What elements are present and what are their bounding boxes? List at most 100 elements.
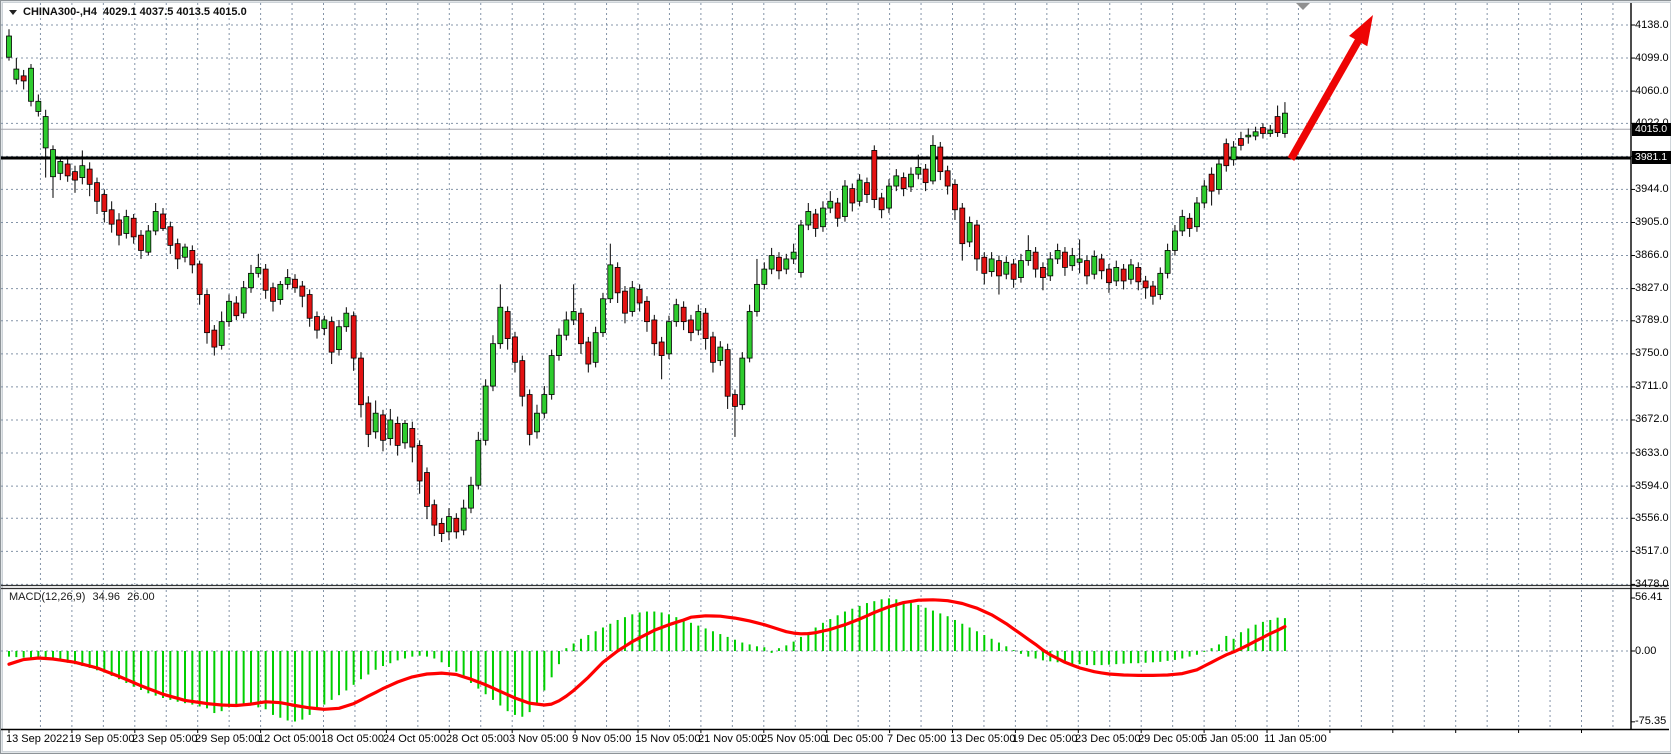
candle-body	[519, 360, 526, 397]
candle-body	[262, 268, 269, 291]
candle-body	[1223, 143, 1230, 167]
candle-body	[468, 484, 474, 509]
trend-arrow-head[interactable]	[1349, 15, 1373, 47]
candle-body	[900, 177, 907, 189]
candle-body	[284, 277, 291, 285]
candle-body	[314, 316, 320, 331]
candle-body	[981, 256, 988, 274]
candle-body	[1128, 264, 1134, 280]
candle-body	[1003, 261, 1010, 275]
candle-body	[864, 182, 870, 195]
candle-body	[167, 226, 174, 246]
candle-body	[277, 283, 284, 301]
candle-body	[644, 300, 650, 323]
candle-body	[776, 256, 782, 272]
candle-body	[607, 264, 614, 300]
candle-body	[108, 209, 115, 225]
candle-body	[1282, 112, 1288, 134]
candle-body	[622, 290, 628, 314]
candle-body	[783, 258, 790, 270]
candle-body	[182, 246, 188, 258]
candle-body	[1142, 280, 1149, 289]
candle-body	[952, 183, 958, 211]
candle-body	[174, 243, 181, 260]
candle-body	[1040, 267, 1046, 278]
candle-body	[893, 175, 900, 187]
candle-body	[600, 298, 606, 334]
candle-body	[1238, 138, 1244, 146]
candle-body	[614, 267, 621, 294]
candle-body	[94, 182, 100, 202]
candle-body	[504, 311, 511, 340]
candle-body	[1091, 255, 1098, 275]
chart-shift-marker-icon[interactable]	[1296, 3, 1310, 10]
candle-body	[1157, 272, 1164, 295]
candle-body	[6, 35, 12, 58]
candle-body	[680, 306, 687, 323]
candle-body	[570, 311, 577, 321]
candle-body	[1245, 134, 1252, 138]
candle-body	[695, 311, 702, 331]
chevron-down-icon[interactable]	[9, 9, 17, 15]
candle-body	[57, 161, 64, 174]
candle-body	[996, 260, 1002, 277]
candle-body	[512, 336, 518, 363]
candle-body	[1201, 185, 1208, 204]
candle-body	[438, 522, 445, 534]
candle-body	[658, 341, 665, 356]
candle-body	[710, 336, 716, 363]
candle-body	[343, 312, 350, 328]
candle-body	[922, 168, 929, 184]
candle-body	[930, 144, 936, 182]
candle-body	[966, 222, 973, 243]
candle-body	[849, 188, 856, 204]
candle-body	[204, 294, 210, 334]
candle-body	[1106, 268, 1112, 284]
chart-title: CHINA300-,H4 4029.1 4037.5 4013.5 4015.0	[9, 6, 247, 18]
candle-body	[35, 100, 42, 112]
candle-body	[739, 357, 746, 406]
macd-signal-value: 26.00	[127, 591, 155, 603]
candle-body	[666, 321, 672, 355]
candle-body	[116, 219, 122, 236]
candle-body	[123, 216, 130, 234]
candle-body	[1172, 230, 1178, 251]
candle-body	[101, 194, 108, 212]
candle-body	[1054, 250, 1061, 260]
candle-body	[380, 414, 386, 441]
candle-body	[629, 287, 636, 312]
candle-body	[1135, 267, 1142, 283]
candle-body	[673, 304, 680, 323]
candle-body	[1069, 255, 1076, 267]
candle-body	[798, 224, 804, 273]
candle-body	[908, 173, 914, 188]
candle-body	[321, 319, 328, 329]
candle-body	[145, 230, 152, 253]
candle-body	[336, 326, 342, 351]
candle-body	[79, 165, 86, 178]
candle-body	[746, 311, 753, 359]
candle-body	[152, 211, 159, 232]
candle-body	[424, 472, 430, 507]
macd-value: 34.96	[92, 591, 121, 603]
candle-body	[578, 312, 584, 345]
candle-body	[1025, 250, 1032, 262]
candle-body	[387, 419, 394, 440]
candle-body	[233, 302, 240, 317]
candle-body	[248, 272, 254, 289]
candle-body	[402, 422, 408, 444]
candle-body	[28, 67, 34, 102]
candle-body	[328, 321, 335, 353]
candle-body	[1267, 129, 1274, 134]
candle-body	[372, 412, 379, 433]
candle-body	[394, 422, 401, 446]
candle-body	[13, 68, 20, 80]
candle-body	[768, 255, 775, 270]
candle-body	[1208, 173, 1215, 192]
candle-body	[50, 149, 56, 178]
candle-body	[453, 517, 460, 533]
symbol-timeframe-label: CHINA300-,H4	[23, 6, 97, 18]
candle-body	[189, 250, 196, 266]
